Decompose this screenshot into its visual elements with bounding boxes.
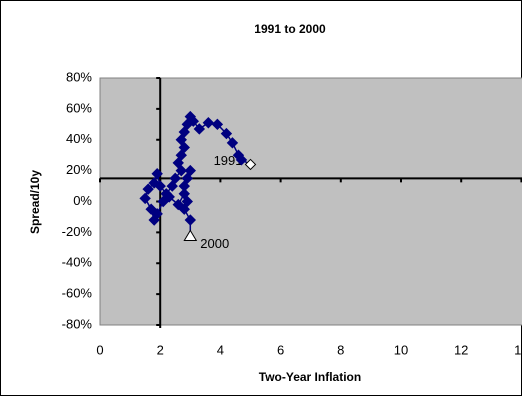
- plot-area: [99, 77, 522, 326]
- x-tick-label: 12: [454, 342, 468, 357]
- data-point: [178, 188, 190, 200]
- y-axis-label: Spread/10y: [28, 170, 42, 234]
- data-point: [244, 158, 257, 171]
- data-point: [181, 172, 193, 185]
- data-point: [172, 157, 184, 169]
- x-tick-label: 10: [394, 342, 408, 357]
- data-point: [151, 168, 163, 180]
- data-point: [142, 183, 154, 195]
- y-tick-label: -60%: [62, 286, 93, 301]
- data-point: [184, 110, 197, 123]
- data-point: [178, 203, 190, 215]
- data-point: [166, 180, 178, 192]
- y-tick-label: 20%: [66, 162, 92, 177]
- data-point: [181, 118, 193, 131]
- data-point: [175, 134, 187, 146]
- y-tick-label: 80%: [66, 69, 92, 84]
- data-point: [193, 123, 206, 135]
- x-tick-label: 6: [277, 342, 284, 357]
- data-point: [178, 180, 190, 192]
- data-point: [169, 172, 181, 185]
- data-point: [148, 177, 160, 189]
- data-point: [178, 126, 190, 138]
- data-point: [139, 192, 151, 205]
- data-point: [184, 214, 197, 226]
- y-tick-label: -20%: [62, 224, 93, 239]
- x-tick-label: 2: [157, 342, 164, 357]
- data-point: [175, 164, 187, 177]
- y-tick-label: -80%: [62, 316, 93, 331]
- data-point: [211, 118, 224, 131]
- data-point: [178, 141, 190, 154]
- x-tick-label: 4: [217, 342, 224, 357]
- data-point: [183, 229, 198, 241]
- data-point: [151, 208, 163, 220]
- data-point: [184, 164, 197, 177]
- data-point: [163, 191, 175, 203]
- y-tick-label: 0%: [73, 193, 92, 208]
- data-point: [202, 117, 215, 129]
- x-tick-label: 14: [514, 342, 522, 357]
- x-tick-label: 8: [337, 342, 344, 357]
- data-point: [175, 149, 187, 161]
- point-label: 2000: [200, 236, 229, 251]
- y-tick-label: 60%: [66, 100, 92, 115]
- data-point: [232, 149, 245, 161]
- x-tick-label: 0: [96, 342, 103, 357]
- y-tick-label: 40%: [66, 131, 92, 146]
- x-axis-label: Two-Year Inflation: [259, 370, 361, 384]
- data-point: [220, 127, 233, 140]
- y-tick-label: -40%: [62, 255, 93, 270]
- data-point: [226, 137, 239, 149]
- chart-title: 1991 to 2000: [254, 22, 326, 36]
- data-point: [181, 195, 193, 208]
